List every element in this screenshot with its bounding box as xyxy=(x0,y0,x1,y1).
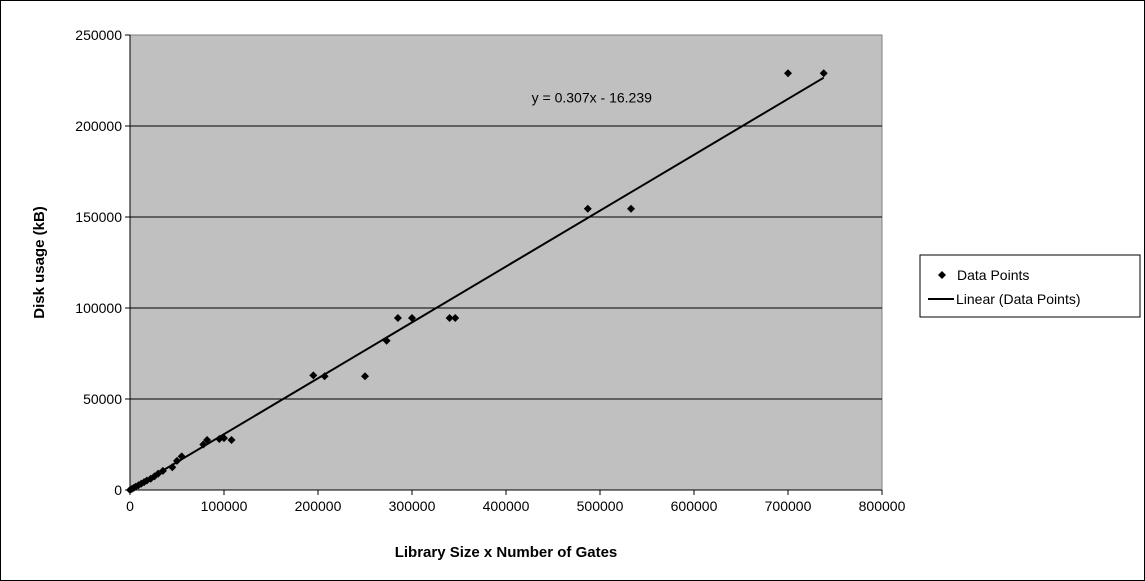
x-tick-label: 700000 xyxy=(765,498,812,514)
y-tick-label: 150000 xyxy=(75,209,122,225)
data-point xyxy=(227,435,236,444)
x-tick-label: 0 xyxy=(126,498,134,514)
data-point xyxy=(451,314,460,323)
data-point xyxy=(627,204,636,213)
x-tick-label: 200000 xyxy=(295,498,342,514)
data-point xyxy=(220,434,228,443)
trendline-equation: y = 0.307x - 16.239 xyxy=(532,89,652,105)
trendline xyxy=(129,76,825,491)
data-point xyxy=(445,314,454,323)
x-tick-label: 100000 xyxy=(201,498,248,514)
data-point xyxy=(309,371,318,380)
data-point xyxy=(158,466,167,475)
legend-label-linear: Linear (Data Points) xyxy=(956,291,1081,307)
x-axis-title: Library Size x Number of Gates xyxy=(395,544,618,561)
data-point xyxy=(382,336,391,345)
x-tick-label: 800000 xyxy=(859,498,906,514)
legend-marker-data-points xyxy=(938,271,946,279)
data-point xyxy=(819,69,828,78)
data-point xyxy=(203,435,212,444)
y-tick-label: 100000 xyxy=(75,300,122,316)
y-tick-label: 0 xyxy=(114,482,122,498)
x-tick-label: 300000 xyxy=(389,498,436,514)
data-point xyxy=(393,314,402,323)
data-point xyxy=(199,440,208,449)
plot-area xyxy=(129,34,883,491)
data-point xyxy=(361,372,369,381)
y-tick-label: 250000 xyxy=(75,27,122,43)
data-point xyxy=(583,204,592,213)
data-point xyxy=(320,372,329,381)
data-point xyxy=(177,452,186,461)
data-point xyxy=(173,456,181,465)
legend-box xyxy=(919,254,1141,318)
x-tick-label: 400000 xyxy=(483,498,530,514)
legend-label-data-points: Data Points xyxy=(957,267,1029,283)
x-tick-label: 600000 xyxy=(671,498,718,514)
data-point xyxy=(408,314,416,323)
y-tick-label: 200000 xyxy=(75,118,122,134)
y-tick-label: 50000 xyxy=(83,391,122,407)
x-tick-label: 500000 xyxy=(577,498,624,514)
data-point xyxy=(168,463,177,472)
data-point xyxy=(784,69,792,78)
y-axis-title: Disk usage (kB) xyxy=(31,206,48,319)
